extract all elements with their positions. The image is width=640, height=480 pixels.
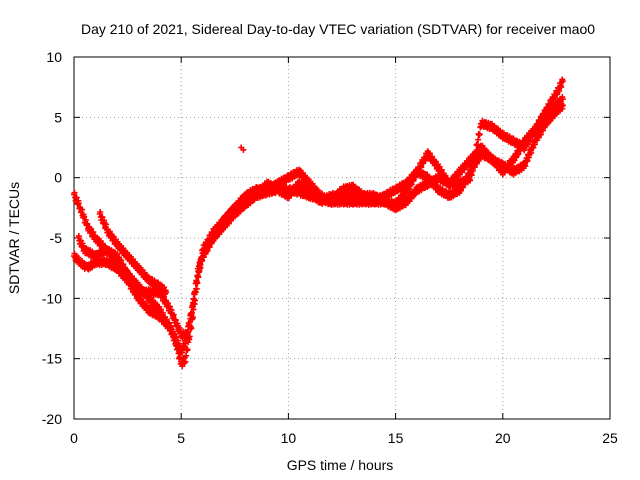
y-tick-label: 0 <box>54 170 62 186</box>
data-point-marker <box>194 273 201 280</box>
series-track-c <box>75 100 566 341</box>
data-point-marker <box>540 127 546 134</box>
data-point-marker <box>183 352 190 359</box>
series-outlier <box>238 144 247 153</box>
data-point-marker <box>196 267 203 274</box>
data-point-marker <box>73 194 80 201</box>
x-tick-label: 20 <box>495 430 511 446</box>
y-tick-label: -20 <box>42 411 62 427</box>
data-point-marker <box>181 359 188 366</box>
data-point-marker <box>191 296 198 303</box>
data-point-marker <box>171 330 178 337</box>
series-track-d <box>96 209 170 298</box>
y-tick-label: -15 <box>42 351 62 367</box>
data-point-marker <box>559 96 566 103</box>
data-point-marker <box>186 322 193 329</box>
data-point-marker <box>81 213 88 220</box>
data-point-marker <box>471 164 478 171</box>
data-point-marker <box>188 309 195 316</box>
data-point-marker <box>80 242 87 249</box>
y-tick-label: -10 <box>42 290 62 306</box>
x-tick-label: 15 <box>388 430 404 446</box>
data-point-marker <box>201 246 208 253</box>
data-point-marker <box>194 280 201 287</box>
y-tick-label: -5 <box>50 230 63 246</box>
data-point-marker <box>192 289 199 296</box>
data-point-marker <box>99 214 106 221</box>
grid <box>74 57 610 419</box>
data-point-marker <box>75 200 82 207</box>
data-point-marker <box>172 317 179 324</box>
axis-ticks: 0 5 10 15 20 25 -20 -15 -10 -5 0 5 10 <box>42 49 618 446</box>
data-point-marker <box>163 289 170 296</box>
data-point-marker <box>182 358 189 365</box>
data-point-marker <box>530 144 537 151</box>
data-point-marker <box>185 329 192 336</box>
data-point-marker <box>120 261 127 268</box>
data-point-marker <box>184 346 191 353</box>
x-axis-title: GPS time / hours <box>287 457 394 473</box>
data-point-marker <box>79 206 86 213</box>
y-tick-label: 5 <box>54 109 62 125</box>
data-point-marker <box>559 102 566 109</box>
data-point-marker <box>476 131 483 138</box>
chart-title: Day 210 of 2021, Sidereal Day-to-day VTE… <box>81 21 595 37</box>
data-point-marker <box>124 267 131 274</box>
data-point-marker <box>198 254 205 261</box>
series-track-b <box>71 94 566 356</box>
series-track-a <box>71 76 566 370</box>
x-tick-label: 5 <box>177 430 185 446</box>
x-tick-label: 0 <box>70 430 78 446</box>
data-point-marker <box>173 334 180 341</box>
data-point-marker <box>475 136 482 143</box>
data-point-marker <box>184 334 191 341</box>
data-point-marker <box>182 340 189 347</box>
data-point-marker <box>170 311 177 318</box>
data-point-marker <box>240 146 247 153</box>
y-axis-title: SDTVAR / TECUs <box>6 182 22 294</box>
x-tick-label: 10 <box>281 430 297 446</box>
data-point-marker <box>511 157 518 164</box>
x-tick-label: 25 <box>602 430 618 446</box>
data-point-marker <box>517 147 524 154</box>
data-point-marker <box>559 78 566 85</box>
data-points <box>71 76 566 370</box>
data-point-marker <box>524 157 531 164</box>
data-point-marker <box>522 163 529 170</box>
data-point-marker <box>166 303 173 310</box>
y-tick-label: 10 <box>46 49 62 65</box>
